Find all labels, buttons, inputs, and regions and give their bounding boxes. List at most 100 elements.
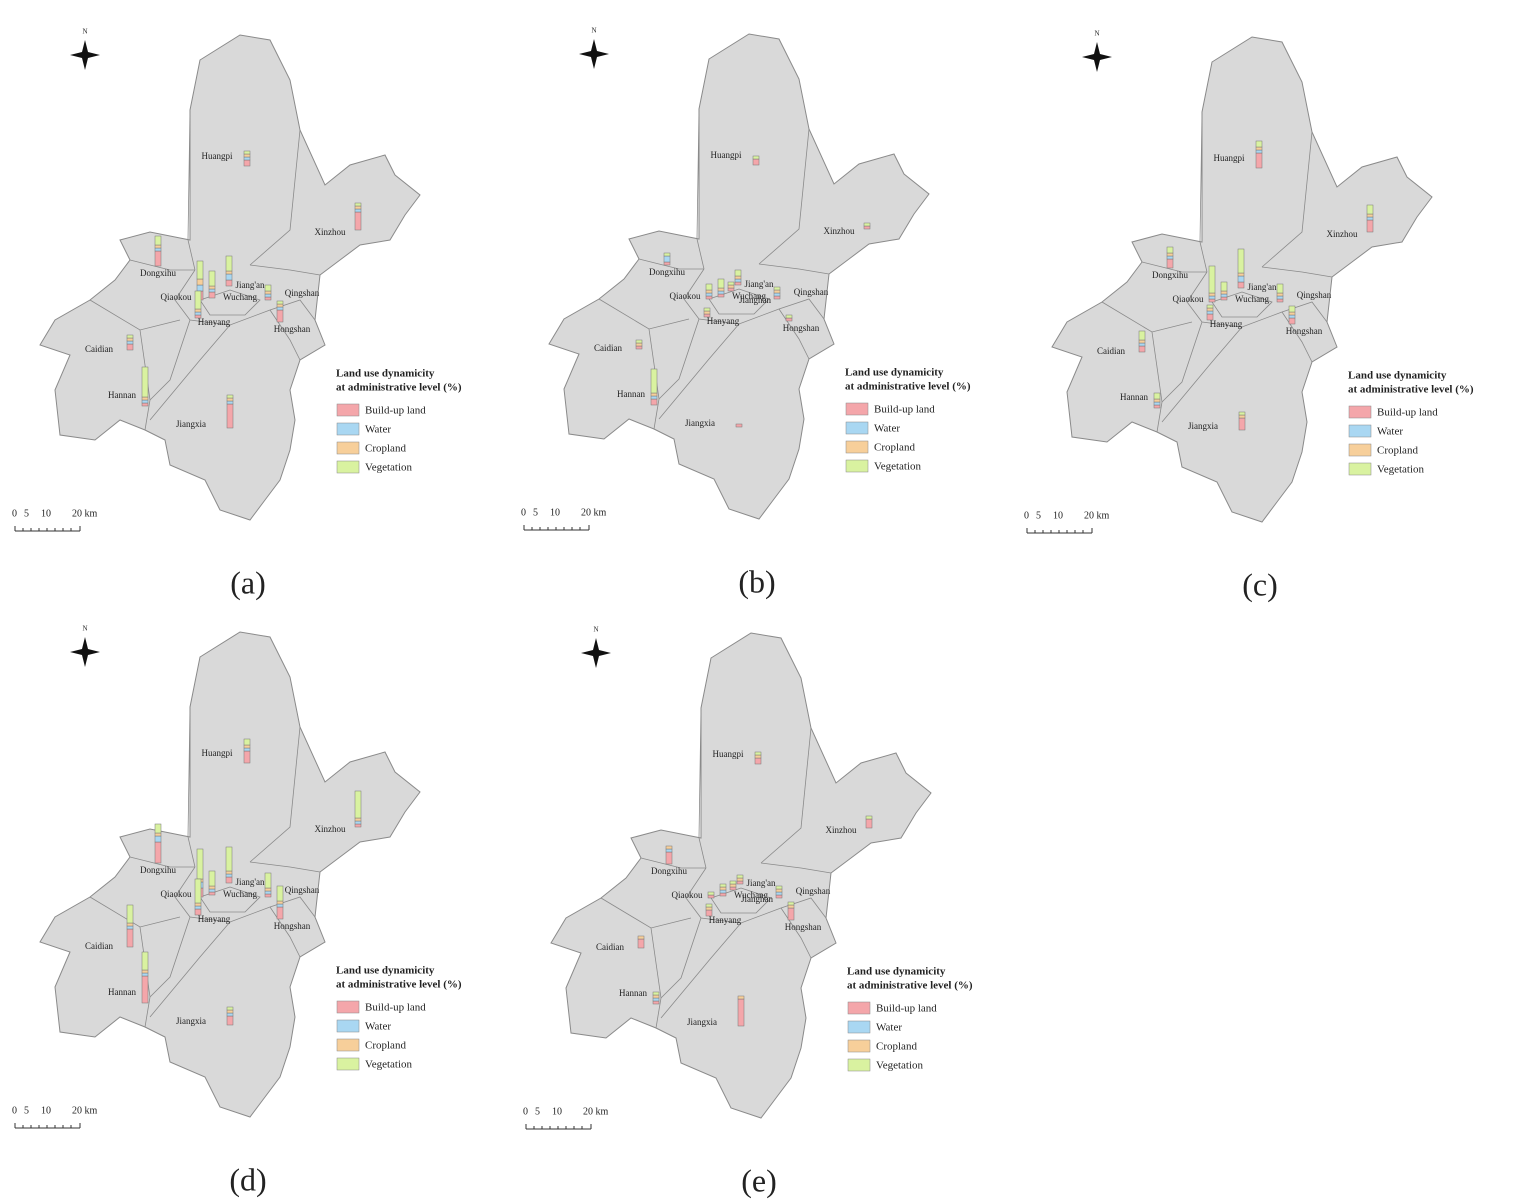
district-boundary <box>760 727 812 864</box>
scale-bar <box>523 525 590 531</box>
dynamicity-bar <box>276 303 284 308</box>
district-label: Jiangxia <box>685 418 715 428</box>
district-label: Xinzhou <box>826 825 857 835</box>
north-arrow <box>70 637 100 667</box>
dynamicity-bar <box>1166 246 1174 254</box>
district-label: Hongshan <box>785 922 822 932</box>
dynamicity-bar <box>225 870 233 875</box>
dynamicity-bar <box>194 908 202 916</box>
scale-label: 20 km <box>72 508 98 519</box>
district-label: Caidian <box>594 343 622 353</box>
district-label: Hanyang <box>198 317 231 327</box>
dynamicity-bar <box>1166 252 1174 257</box>
dynamicity-bar <box>650 398 658 406</box>
dynamicity-bar <box>1138 339 1146 344</box>
district-label: Hanyang <box>707 316 740 326</box>
dynamicity-bar <box>154 250 162 267</box>
legend-title: at administrative level (%) <box>847 980 973 992</box>
dynamicity-bar <box>243 744 251 749</box>
legend-label: Build-up land <box>876 1003 937 1015</box>
district-label: Huangpi <box>711 150 742 160</box>
dynamicity-bar <box>734 269 742 277</box>
legend-label: Vegetation <box>365 462 413 474</box>
scale-label: 20 km <box>1084 510 1110 521</box>
map-panel: N Huangpi Xinzhou Dongxihu Jiang'an Qiaokou Wu… <box>521 27 971 600</box>
legend-swatch <box>845 421 869 435</box>
dynamicity-bar <box>652 994 660 999</box>
dynamicity-bar <box>1276 283 1284 294</box>
legend-label: Cropland <box>876 1041 917 1053</box>
dynamicity-bar <box>652 991 660 996</box>
legend-swatch <box>845 440 869 454</box>
dynamicity-bar <box>717 290 725 295</box>
scale-label: 5 <box>24 1105 29 1116</box>
district-boundary <box>149 916 191 998</box>
dynamicity-bar <box>737 998 745 1027</box>
dynamicity-bar <box>665 845 673 850</box>
dynamicity-bar <box>194 902 202 907</box>
dynamicity-bar <box>226 1015 234 1026</box>
district-label: Hongshan <box>274 324 311 334</box>
legend-swatch <box>1348 462 1372 476</box>
scale-bar <box>14 526 81 532</box>
dynamicity-bar <box>126 343 134 351</box>
district-label: Huangpi <box>202 748 233 758</box>
dynamicity-bar <box>635 342 643 347</box>
legend-title: at administrative level (%) <box>1348 384 1474 396</box>
district-label: Caidian <box>596 942 624 952</box>
scale-bar <box>1026 528 1093 534</box>
dynamicity-bar <box>264 872 272 889</box>
north-label: N <box>82 625 87 633</box>
district-label: Jiangxia <box>176 1016 206 1026</box>
district-boundary <box>1199 111 1208 273</box>
dynamicity-bar <box>652 1000 660 1005</box>
dynamicity-bar <box>225 273 233 281</box>
legend-label: Water <box>365 424 391 436</box>
north-arrow <box>1082 42 1112 72</box>
scale-label: 5 <box>535 1106 540 1117</box>
district-label: Jiang'an <box>746 878 776 888</box>
dynamicity-bar <box>1153 398 1161 403</box>
dynamicity-bar <box>154 235 162 246</box>
legend-swatch <box>336 1038 360 1052</box>
dynamicity-bar <box>154 841 162 864</box>
dynamicity-bar <box>1208 298 1216 303</box>
legend-swatch <box>847 1058 871 1072</box>
scale-label: 0 <box>12 1105 17 1116</box>
scale-label: 10 <box>550 507 560 518</box>
district-label: Hanyang <box>1210 319 1243 329</box>
panel-label: (d) <box>229 1161 266 1197</box>
dynamicity-bar <box>652 997 660 1002</box>
panel-label: (e) <box>741 1162 777 1198</box>
dynamicity-bar <box>773 295 781 300</box>
dynamicity-bar <box>354 820 362 825</box>
legend-title: at administrative level (%) <box>336 382 462 394</box>
dynamicity-bar <box>226 403 234 429</box>
dynamicity-bar <box>208 288 216 293</box>
dynamicity-bar <box>650 392 658 397</box>
district-boundary <box>778 308 810 360</box>
dynamicity-bar <box>775 891 783 896</box>
dynamicity-bar <box>226 394 234 399</box>
dynamicity-bar <box>1238 414 1246 419</box>
north-label: N <box>591 27 596 35</box>
dynamicity-bar <box>264 887 272 892</box>
dynamicity-bar <box>264 296 272 301</box>
dynamicity-bar <box>226 1009 234 1014</box>
north-label: N <box>593 626 598 634</box>
dynamicity-bar <box>1288 311 1296 316</box>
dynamicity-bar <box>663 252 671 257</box>
dynamicity-bar <box>243 153 251 158</box>
dynamicity-bar <box>154 823 162 834</box>
dynamicity-bar <box>727 284 735 289</box>
dynamicity-bar <box>719 892 727 897</box>
dynamicity-bar <box>1138 330 1146 341</box>
district-label: Wuchang <box>734 890 769 900</box>
district-boundary <box>660 922 742 1019</box>
district-label: Caidian <box>85 344 113 354</box>
legend-swatch <box>847 1001 871 1015</box>
north-arrow <box>70 40 100 70</box>
dynamicity-bar <box>865 815 873 820</box>
dynamicity-bar <box>196 848 204 880</box>
